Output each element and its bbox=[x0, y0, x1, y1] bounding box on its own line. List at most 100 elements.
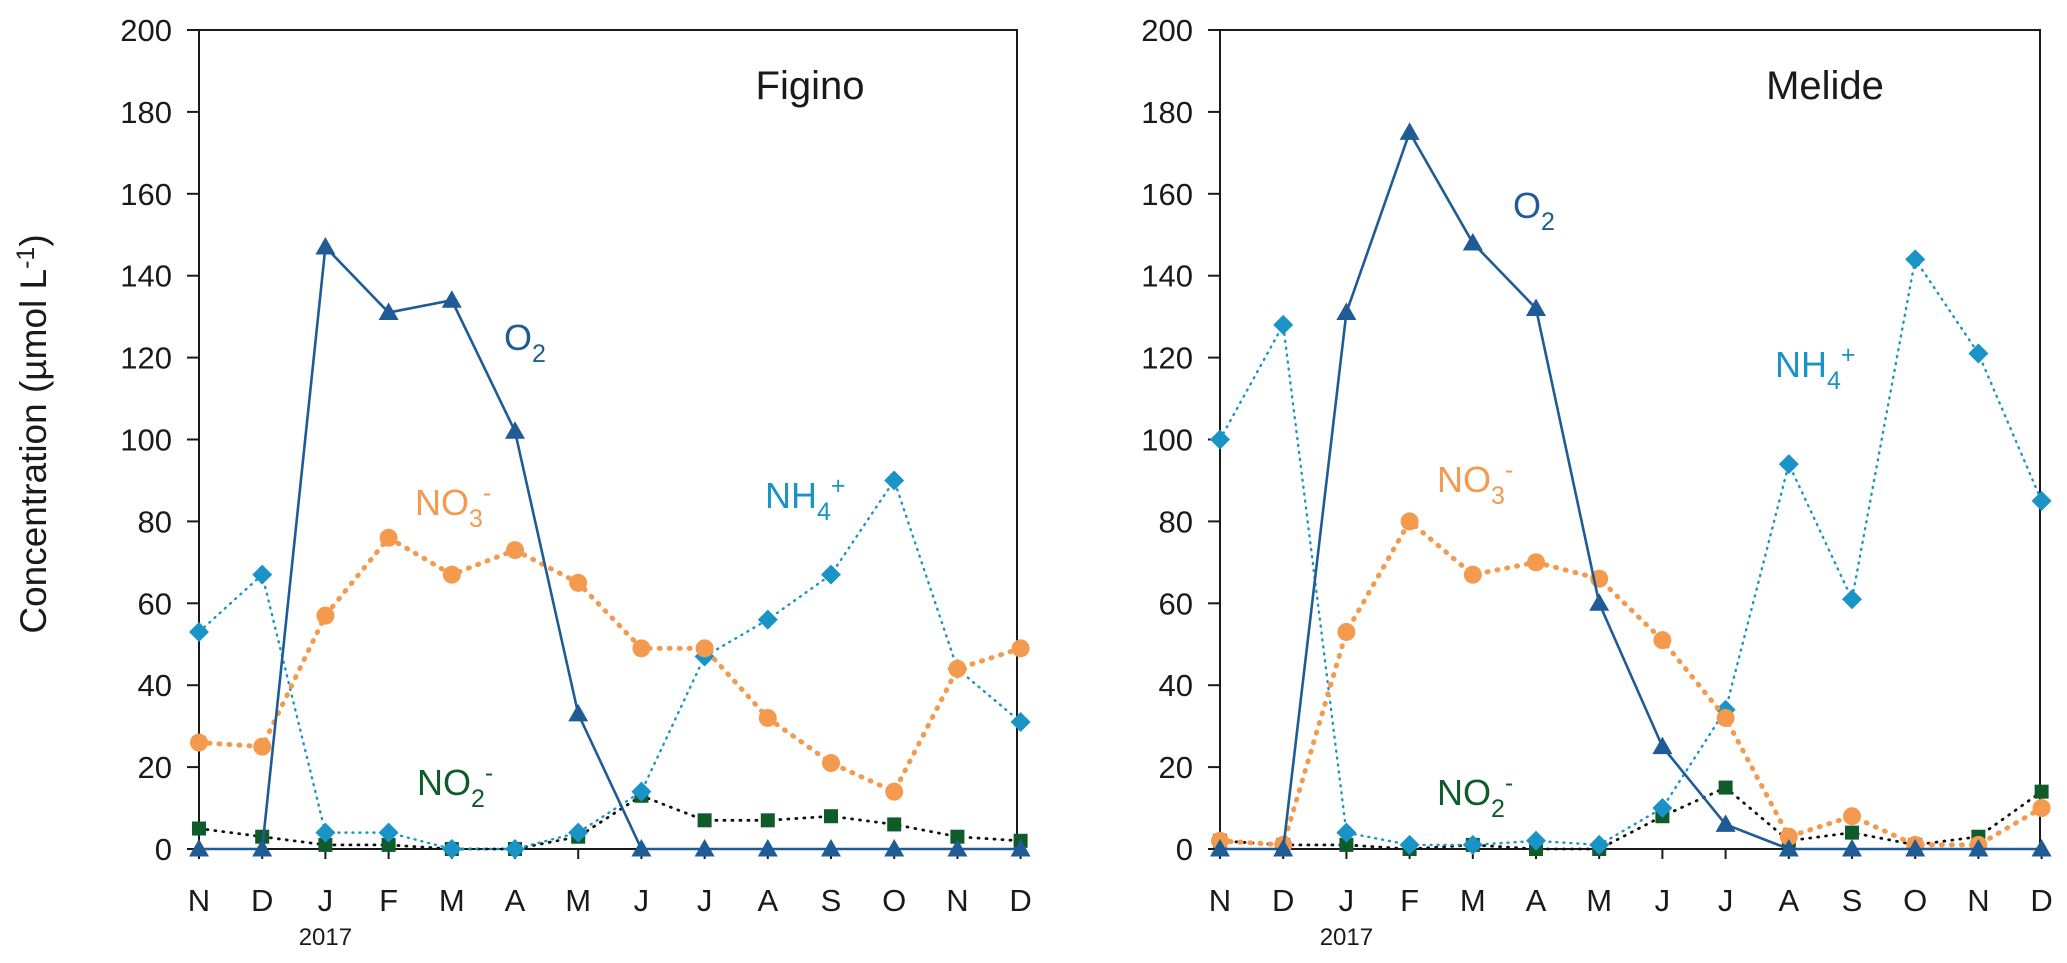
series-label-sub: 3 bbox=[1491, 482, 1505, 510]
y-tick-label: 60 bbox=[138, 586, 172, 621]
point-o2 bbox=[1778, 839, 1799, 857]
point-nh4 bbox=[1526, 830, 1546, 851]
point-o2 bbox=[1336, 302, 1357, 321]
series-label-sub: 3 bbox=[469, 505, 483, 533]
point-nh4 bbox=[884, 470, 905, 491]
point-o2 bbox=[1273, 839, 1294, 857]
series-label-o2: O2 bbox=[504, 317, 546, 368]
x-tick-label: N bbox=[188, 883, 210, 918]
x-tick-label: J bbox=[697, 883, 713, 918]
point-no3 bbox=[2032, 799, 2051, 818]
x-tick-label: O bbox=[882, 883, 906, 918]
y-tick-label: 140 bbox=[1141, 259, 1193, 294]
point-o2 bbox=[1399, 122, 1420, 140]
point-no2 bbox=[318, 837, 333, 852]
x-tick-label: O bbox=[1903, 883, 1927, 918]
point-no2 bbox=[192, 821, 206, 836]
point-no3 bbox=[758, 708, 777, 727]
point-no3 bbox=[1843, 807, 1861, 826]
panel-title: Figino bbox=[756, 64, 865, 108]
point-nh4 bbox=[1905, 249, 1926, 270]
series-label-main: NH bbox=[765, 475, 817, 516]
y-tick-label: 100 bbox=[1141, 423, 1193, 458]
point-no3 bbox=[1779, 827, 1798, 846]
x-tick-label: N bbox=[946, 883, 968, 918]
point-no2 bbox=[381, 837, 396, 852]
point-no3 bbox=[253, 737, 272, 756]
point-nh4 bbox=[189, 621, 209, 642]
series-label-main: NO bbox=[417, 762, 471, 803]
x-tick-label: J bbox=[634, 883, 650, 918]
point-no2 bbox=[2034, 784, 2049, 799]
point-no3 bbox=[569, 573, 588, 592]
y-tick-label: 200 bbox=[1141, 13, 1193, 48]
point-nh4 bbox=[1589, 834, 1610, 855]
series-label-sup: - bbox=[485, 759, 493, 787]
point-no2 bbox=[1845, 825, 1859, 840]
series-label-o2: O2 bbox=[1513, 185, 1555, 236]
series-label-sub: 4 bbox=[817, 498, 831, 526]
x-tick-label: F bbox=[1400, 883, 1419, 918]
y-axis-label-close: ) bbox=[13, 234, 54, 246]
point-nh4 bbox=[1968, 343, 1989, 364]
point-o2 bbox=[1715, 814, 1736, 832]
series-nh4 bbox=[189, 470, 1031, 859]
series-label-sub: 2 bbox=[1491, 795, 1505, 823]
point-no3 bbox=[885, 782, 904, 801]
point-nh4 bbox=[1336, 822, 1357, 843]
point-no3 bbox=[1011, 639, 1030, 658]
point-o2 bbox=[2031, 839, 2052, 857]
series-label-sup: - bbox=[1505, 456, 1513, 484]
y-tick-label: 160 bbox=[1141, 177, 1193, 212]
point-nh4 bbox=[631, 781, 652, 802]
point-o2 bbox=[884, 839, 905, 857]
point-o2 bbox=[1210, 839, 1230, 857]
series-label-sup: - bbox=[1505, 769, 1513, 797]
point-nh4 bbox=[441, 839, 462, 859]
point-o2 bbox=[1526, 298, 1546, 316]
series-line-nh4 bbox=[1218, 256, 2043, 847]
point-o2 bbox=[821, 839, 841, 857]
x-tick-label: S bbox=[1842, 883, 1863, 918]
x-tick-label: D bbox=[1009, 883, 1031, 918]
series-line-no3 bbox=[196, 534, 1024, 795]
series-line-nh4 bbox=[197, 477, 1022, 851]
y-tick-label: 180 bbox=[1141, 95, 1193, 130]
x-tick-label: A bbox=[757, 883, 778, 918]
panel-title: Melide bbox=[1766, 64, 1884, 108]
point-no2 bbox=[760, 813, 775, 828]
series-label-main: NO bbox=[415, 482, 469, 523]
series-label-sub: 2 bbox=[1541, 208, 1555, 236]
point-no2 bbox=[950, 829, 965, 844]
point-o2 bbox=[1462, 232, 1483, 251]
y-tick-label: 40 bbox=[138, 668, 172, 703]
point-o2 bbox=[252, 839, 273, 857]
point-nh4 bbox=[1273, 314, 1294, 335]
x-tick-label: N bbox=[1209, 883, 1231, 918]
point-no3 bbox=[1527, 553, 1545, 572]
x-tick-label: J bbox=[318, 883, 334, 918]
point-o2 bbox=[631, 839, 652, 857]
point-nh4 bbox=[252, 564, 273, 585]
series-label-nh4: NH4+ bbox=[1775, 341, 1856, 395]
x-tick-label: A bbox=[1778, 883, 1799, 918]
series-label-nh4: NH4+ bbox=[765, 472, 846, 526]
series-label-sup: + bbox=[831, 472, 846, 500]
point-o2 bbox=[1842, 839, 1862, 857]
y-tick-label: 120 bbox=[1141, 341, 1193, 376]
point-no2 bbox=[1339, 837, 1354, 852]
series-o2 bbox=[1210, 122, 2052, 857]
point-o2 bbox=[1652, 736, 1673, 755]
series-no3 bbox=[1211, 512, 2051, 854]
point-nh4 bbox=[1010, 712, 1031, 733]
series-label-main: O bbox=[504, 317, 532, 358]
series-no3 bbox=[190, 528, 1030, 801]
point-no3 bbox=[1337, 622, 1356, 641]
x-tick-label: N bbox=[1967, 883, 1989, 918]
x-tick-label: S bbox=[821, 883, 842, 918]
y-tick-label: 60 bbox=[1159, 586, 1193, 621]
y-tick-label: 120 bbox=[120, 341, 172, 376]
point-o2 bbox=[947, 839, 968, 857]
point-no3 bbox=[632, 639, 651, 658]
